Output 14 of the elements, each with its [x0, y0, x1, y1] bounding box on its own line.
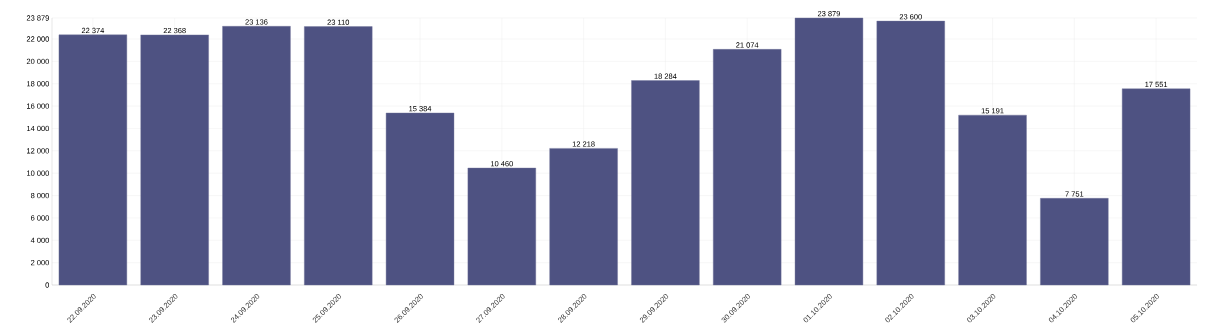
- bar: [876, 20, 945, 286]
- bar: [140, 34, 209, 286]
- bar: [385, 112, 455, 286]
- bar: [631, 80, 700, 286]
- bar: [794, 17, 864, 286]
- bar: [958, 114, 1027, 286]
- bar: [1121, 88, 1191, 286]
- bar: [467, 167, 536, 286]
- bar: [1040, 198, 1109, 286]
- bar: [549, 148, 618, 286]
- bar: [304, 26, 373, 286]
- bar: [713, 49, 782, 286]
- bar: [58, 34, 128, 286]
- bar: [222, 26, 291, 286]
